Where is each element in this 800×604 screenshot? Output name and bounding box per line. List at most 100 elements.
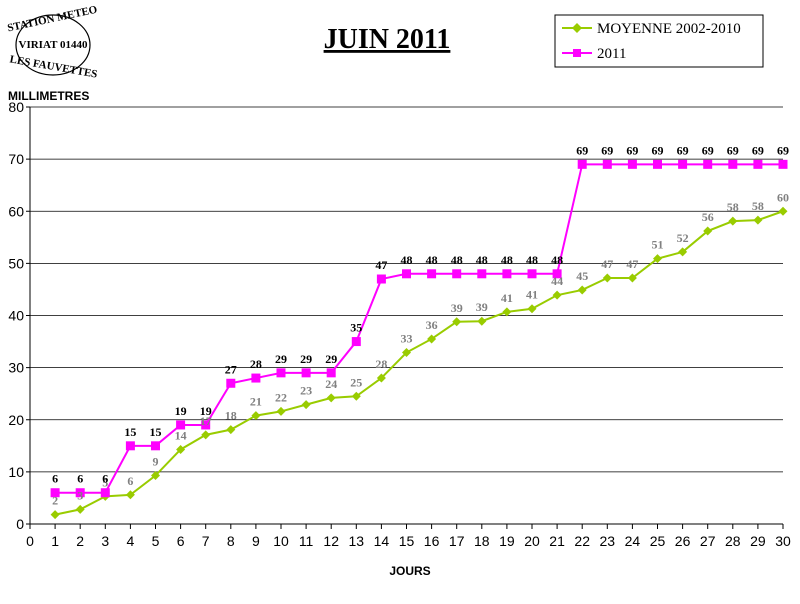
point-2011	[201, 420, 211, 430]
point-2011	[577, 159, 587, 169]
data-label-2011: 69	[702, 143, 714, 157]
data-label-2011: 48	[476, 253, 488, 267]
x-axis-label: JOURS	[389, 564, 430, 578]
stamp-bottom: LES FAUVETTES	[9, 53, 98, 80]
avg-data-label: 58	[727, 200, 739, 214]
avg-data-label: 6	[127, 474, 133, 488]
data-label-2011: 19	[200, 404, 212, 418]
chart-title: JUIN 2011	[324, 24, 451, 55]
point-2011	[176, 420, 186, 430]
point-2011	[50, 488, 60, 498]
point-2011	[301, 368, 311, 378]
avg-point	[75, 504, 85, 514]
legend-square-icon	[573, 49, 581, 57]
data-label-2011: 29	[275, 352, 287, 366]
data-label-2011: 29	[300, 352, 312, 366]
point-2011	[477, 269, 487, 279]
avg-point	[653, 254, 662, 264]
avg-data-label: 24	[325, 377, 337, 391]
x-tick-label: 7	[202, 533, 210, 549]
point-2011	[376, 274, 386, 284]
legend-series-2011: 2011	[597, 46, 626, 62]
avg-point	[627, 273, 637, 283]
avg-point	[427, 334, 437, 344]
y-axis-label: MILLIMETRES	[8, 89, 89, 103]
x-tick-label: 9	[252, 533, 260, 549]
data-label-2011: 69	[652, 143, 664, 157]
point-2011	[753, 159, 763, 169]
x-tick-label: 25	[650, 533, 666, 549]
data-label-2011: 48	[551, 253, 563, 267]
point-2011	[627, 159, 637, 169]
avg-point	[577, 285, 587, 295]
avg-data-label: 60	[777, 190, 789, 204]
avg-data-label: 41	[526, 288, 538, 302]
data-label-2011: 48	[501, 253, 513, 267]
avg-point	[452, 317, 462, 327]
avg-point	[778, 206, 788, 216]
x-tick-label: 21	[549, 533, 565, 549]
x-tick-label: 20	[524, 533, 540, 549]
point-2011	[552, 269, 562, 279]
legend-diamond-icon	[572, 23, 582, 33]
point-2011	[326, 368, 336, 378]
avg-point	[251, 411, 261, 421]
data-label-2011: 69	[626, 143, 638, 157]
y-tick-label: 30	[8, 360, 24, 376]
avg-data-label: 23	[300, 384, 312, 398]
data-label-2011: 19	[175, 404, 187, 418]
x-tick-label: 27	[700, 533, 716, 549]
y-tick-label: 20	[8, 412, 24, 428]
avg-data-label: 45	[576, 269, 588, 283]
data-label-2011: 48	[526, 253, 538, 267]
avg-data-label: 2	[52, 494, 58, 508]
avg-data-label: 17	[200, 414, 212, 428]
avg-point	[678, 247, 688, 257]
series-line-2011	[55, 163, 783, 494]
data-label-2011: 69	[727, 143, 739, 157]
avg-data-label: 52	[677, 231, 689, 245]
x-tick-label: 28	[725, 533, 741, 549]
x-tick-label: 10	[273, 533, 289, 549]
avg-point	[226, 425, 236, 435]
data-label-2011: 29	[325, 352, 337, 366]
avg-data-label: 41	[501, 291, 513, 305]
stamp-middle: VIRIAT 01440	[19, 39, 88, 51]
avg-data-label: 56	[702, 210, 714, 224]
avg-point	[276, 406, 286, 416]
series-line-average	[54, 210, 784, 516]
avg-data-label: 14	[175, 428, 187, 442]
data-label-2011: 48	[401, 253, 413, 267]
station-stamp: STATION METEO VIRIAT 01440 LES FAUVETTES	[6, 4, 99, 81]
x-tick-label: 6	[177, 533, 185, 549]
legend-series-avg: MOYENNE 2002-2010	[597, 21, 741, 37]
legend: MOYENNE 2002-2010 2011	[554, 14, 764, 68]
x-tick-label: 5	[152, 533, 160, 549]
point-2011	[151, 441, 160, 451]
point-2011	[351, 337, 361, 347]
y-tick-label: 50	[8, 255, 24, 271]
point-2011	[427, 269, 437, 279]
avg-data-label: 18	[225, 409, 237, 423]
avg-point	[527, 304, 537, 314]
avg-point	[753, 215, 763, 225]
avg-data-label: 25	[350, 375, 362, 389]
avg-data-label: 39	[476, 300, 488, 314]
data-label-2011: 6	[77, 472, 83, 486]
data-label-2011: 6	[52, 472, 58, 486]
x-tick-label: 30	[775, 533, 791, 549]
x-tick-label: 8	[227, 533, 235, 549]
point-2011	[728, 159, 738, 169]
x-tick-label: 29	[750, 533, 766, 549]
avg-point	[376, 373, 386, 383]
x-tick-label: 11	[299, 533, 314, 549]
y-tick-label: 60	[8, 203, 24, 219]
avg-point	[477, 316, 487, 326]
markers	[50, 159, 788, 520]
point-2011	[602, 159, 612, 169]
avg-data-label: 44	[551, 274, 563, 288]
avg-data-label: 39	[451, 301, 463, 315]
x-tick-label: 15	[399, 533, 415, 549]
point-2011	[100, 488, 110, 498]
